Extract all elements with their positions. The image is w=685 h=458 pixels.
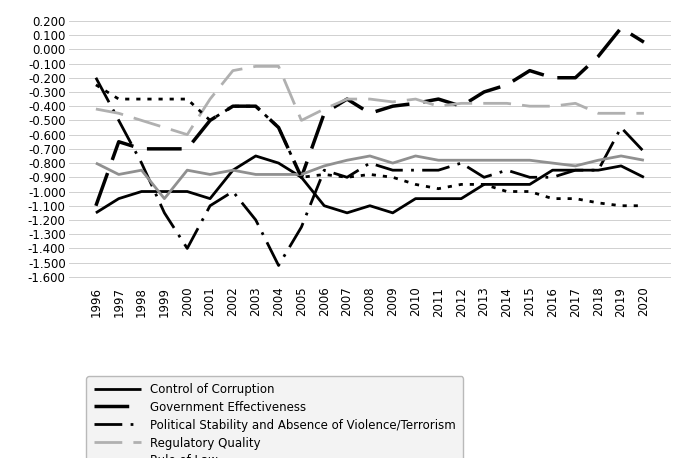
Legend: Control of Corruption, Government Effectiveness, Political Stability and Absence: Control of Corruption, Government Effect… xyxy=(86,376,463,458)
